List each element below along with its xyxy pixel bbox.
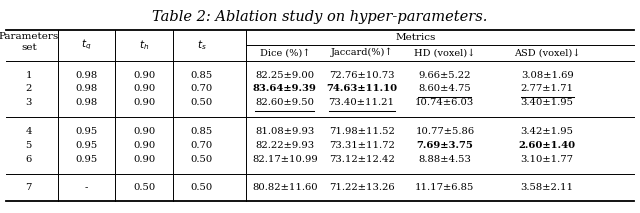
Text: 0.90: 0.90 <box>133 141 155 150</box>
Text: 2.77±1.71: 2.77±1.71 <box>521 84 573 94</box>
Text: 10.77±5.86: 10.77±5.86 <box>415 127 474 136</box>
Text: 2: 2 <box>26 84 32 94</box>
Text: 10.74±6.03: 10.74±6.03 <box>415 98 474 107</box>
Text: 1: 1 <box>26 71 32 80</box>
Text: 82.25±9.00: 82.25±9.00 <box>255 71 314 80</box>
Text: 0.90: 0.90 <box>133 127 155 136</box>
Text: 73.12±12.42: 73.12±12.42 <box>329 155 394 164</box>
Text: 5: 5 <box>26 141 32 150</box>
Text: 3.08±1.69: 3.08±1.69 <box>521 71 573 80</box>
Text: 74.63±11.10: 74.63±11.10 <box>326 84 397 94</box>
Text: 0.90: 0.90 <box>133 84 155 94</box>
Text: -: - <box>84 183 88 192</box>
Text: 3.58±2.11: 3.58±2.11 <box>521 183 573 192</box>
Text: 11.17±6.85: 11.17±6.85 <box>415 183 474 192</box>
Text: 3.42±1.95: 3.42±1.95 <box>521 127 573 136</box>
Text: 82.17±10.99: 82.17±10.99 <box>252 155 317 164</box>
Text: 7.69±3.75: 7.69±3.75 <box>417 141 473 150</box>
Text: $t_h$: $t_h$ <box>139 38 149 52</box>
Text: 0.98: 0.98 <box>76 84 97 94</box>
Text: 82.60±9.50: 82.60±9.50 <box>255 98 314 107</box>
Text: 73.31±11.72: 73.31±11.72 <box>329 141 394 150</box>
Text: 73.40±11.21: 73.40±11.21 <box>328 98 395 107</box>
Text: Table 2: Ablation study on hyper-parameters.: Table 2: Ablation study on hyper-paramet… <box>152 10 488 24</box>
Text: 0.90: 0.90 <box>133 98 155 107</box>
Text: ASD (voxel)↓: ASD (voxel)↓ <box>514 48 580 57</box>
Text: Jaccard(%)↑: Jaccard(%)↑ <box>330 48 393 58</box>
Text: 7: 7 <box>26 183 32 192</box>
Text: 0.95: 0.95 <box>76 141 97 150</box>
Text: 0.50: 0.50 <box>133 183 155 192</box>
Text: 0.70: 0.70 <box>191 84 212 94</box>
Text: Dice (%)↑: Dice (%)↑ <box>260 48 310 57</box>
Text: 0.98: 0.98 <box>76 71 97 80</box>
Text: $t_q$: $t_q$ <box>81 38 92 52</box>
Text: 0.85: 0.85 <box>191 71 212 80</box>
Text: 9.66±5.22: 9.66±5.22 <box>419 71 471 80</box>
Text: 8.60±4.75: 8.60±4.75 <box>419 84 471 94</box>
Text: 0.85: 0.85 <box>191 127 212 136</box>
Text: 83.64±9.39: 83.64±9.39 <box>253 84 317 94</box>
Text: 4: 4 <box>26 127 32 136</box>
Text: 0.50: 0.50 <box>191 98 212 107</box>
Text: HD (voxel)↓: HD (voxel)↓ <box>414 48 476 57</box>
Text: 0.95: 0.95 <box>76 127 97 136</box>
Text: 0.50: 0.50 <box>191 155 212 164</box>
Text: 6: 6 <box>26 155 32 164</box>
Text: 0.98: 0.98 <box>76 98 97 107</box>
Text: 0.95: 0.95 <box>76 155 97 164</box>
Text: Metrics: Metrics <box>396 33 436 42</box>
Text: 0.70: 0.70 <box>191 141 212 150</box>
Text: 3: 3 <box>26 98 32 107</box>
Text: 71.98±11.52: 71.98±11.52 <box>329 127 394 136</box>
Text: 82.22±9.93: 82.22±9.93 <box>255 141 314 150</box>
Text: 0.90: 0.90 <box>133 155 155 164</box>
Text: 81.08±9.93: 81.08±9.93 <box>255 127 314 136</box>
Text: Parameters
set: Parameters set <box>0 32 59 52</box>
Text: 3.40±1.95: 3.40±1.95 <box>521 98 573 107</box>
Text: 72.76±10.73: 72.76±10.73 <box>329 71 394 80</box>
Text: 3.10±1.77: 3.10±1.77 <box>521 155 573 164</box>
Text: 8.88±4.53: 8.88±4.53 <box>419 155 471 164</box>
Text: 0.50: 0.50 <box>191 183 212 192</box>
Text: 71.22±13.26: 71.22±13.26 <box>329 183 394 192</box>
Text: 80.82±11.60: 80.82±11.60 <box>252 183 317 192</box>
Text: $t_s$: $t_s$ <box>196 38 207 52</box>
Text: 2.60±1.40: 2.60±1.40 <box>518 141 576 150</box>
Text: 0.90: 0.90 <box>133 71 155 80</box>
